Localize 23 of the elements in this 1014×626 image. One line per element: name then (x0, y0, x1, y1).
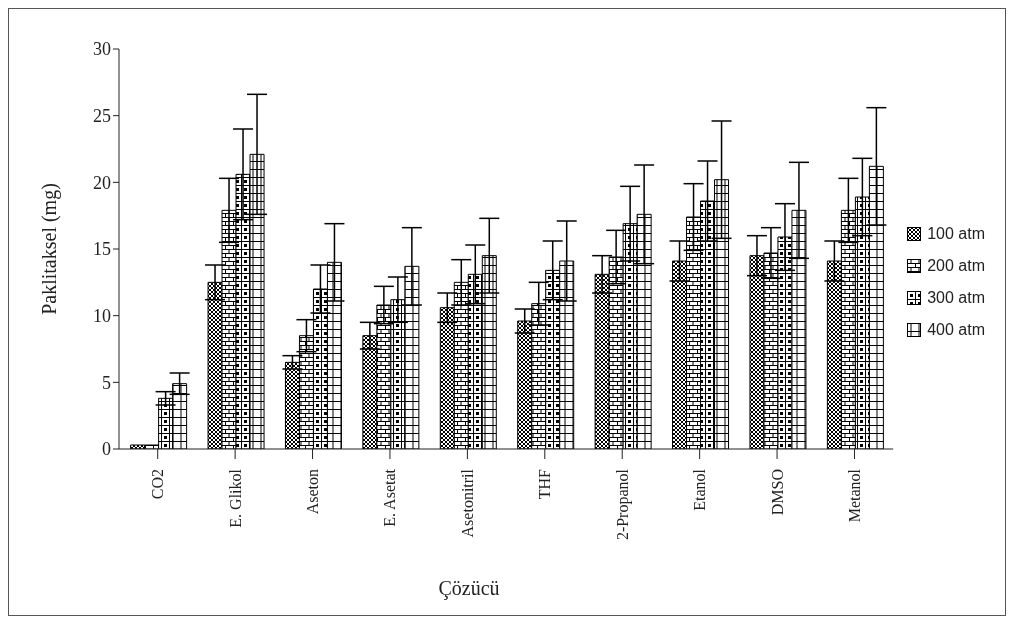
x-tick-label: E. Asetat (381, 468, 399, 527)
y-tick-label: 0 (102, 439, 111, 460)
legend-label: 100 atm (927, 225, 985, 243)
x-tick-label: 2-Propanol (613, 468, 632, 541)
x-axis-title: Çözücü (437, 577, 501, 600)
x-tick-label: Etanol (691, 468, 709, 511)
x-tick-label: E. Glikol (226, 468, 244, 528)
y-tick-label: 30 (93, 39, 111, 60)
legend-label: 400 atm (927, 321, 985, 339)
legend-label: 300 atm (927, 289, 985, 307)
x-tick-label: CO2 (149, 469, 167, 500)
x-tick-label: Asetonitril (458, 468, 476, 538)
x-tick-label: Metanol (845, 468, 863, 523)
x-tick-label: Aseton (304, 469, 322, 515)
y-tick-label: 15 (93, 239, 111, 260)
y-tick-label: 5 (102, 372, 111, 393)
y-tick-label: 25 (93, 106, 111, 127)
y-tick-label: 10 (93, 306, 111, 327)
x-tick-label: THF (536, 468, 554, 500)
y-tick-label: 20 (93, 172, 111, 193)
y-axis-title: Paklitaksel (mg) (38, 183, 62, 315)
x-tick-label: DMSO (768, 469, 786, 516)
legend-label: 200 atm (927, 257, 985, 275)
